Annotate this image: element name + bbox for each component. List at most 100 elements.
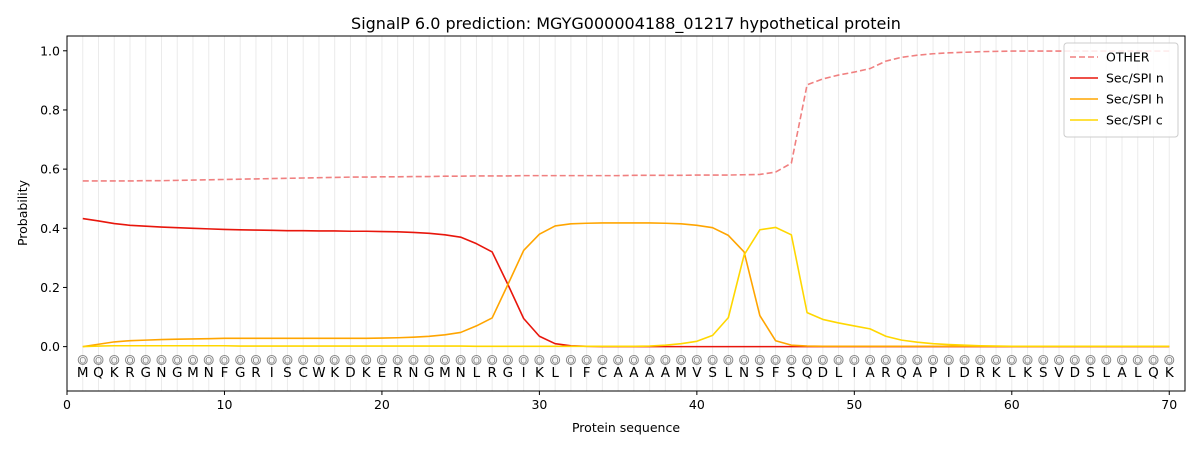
- region-marker: [817, 354, 828, 365]
- sequence-residue: R: [881, 365, 890, 381]
- region-marker: [361, 354, 372, 365]
- grid-lines: [82, 36, 1170, 391]
- sequence-residue: A: [645, 365, 655, 381]
- region-marker-label: O: [79, 356, 86, 366]
- sequence-residue: Q: [93, 365, 104, 381]
- region-marker: [376, 354, 387, 365]
- region-marker-label: O: [1118, 356, 1125, 366]
- region-marker: [424, 354, 435, 365]
- region-marker-label: O: [363, 356, 370, 366]
- region-marker-label: O: [930, 356, 937, 366]
- sequence-residue: A: [629, 365, 639, 381]
- region-marker-label: O: [772, 356, 779, 366]
- region-marker-label: O: [961, 356, 968, 366]
- region-marker: [880, 354, 891, 365]
- x-tick-label: 50: [846, 397, 862, 412]
- region-marker: [455, 354, 466, 365]
- series-line-other: [82, 50, 1170, 182]
- sequence-residue: G: [424, 365, 434, 381]
- region-marker-label: O: [489, 356, 496, 366]
- region-marker: [313, 354, 324, 365]
- region-marker-label: O: [615, 356, 622, 366]
- sequence-residue: R: [251, 365, 260, 381]
- region-marker: [345, 354, 356, 365]
- series-line-sec-spi-h: [82, 222, 1170, 348]
- region-marker-label: O: [1024, 356, 1031, 366]
- y-tick-label: 0.8: [40, 102, 60, 117]
- region-marker: [660, 354, 671, 365]
- region-marker: [991, 354, 1002, 365]
- region-marker-label: O: [992, 356, 999, 366]
- region-marker: [928, 354, 939, 365]
- x-axis-ticks: 0 10 20 30 40 50 60 70: [63, 391, 1177, 412]
- region-marker: [172, 354, 183, 365]
- legend-label: Sec/SPI h: [1106, 92, 1164, 107]
- sequence-residue: K: [535, 365, 545, 381]
- region-marker-label: O: [252, 356, 259, 366]
- region-marker-label: O: [378, 356, 385, 366]
- region-marker-label: O: [205, 356, 212, 366]
- region-marker-label: O: [174, 356, 181, 366]
- legend-label: Sec/SPI c: [1106, 113, 1163, 128]
- region-marker: [754, 354, 765, 365]
- sequence-residue: L: [1134, 365, 1142, 381]
- sequence-track: OMOQOKOROGONOGOMONOFOGOROIOSOCOWOKODOKOE…: [77, 354, 1175, 381]
- region-marker: [896, 354, 907, 365]
- region-marker: [502, 354, 513, 365]
- region-marker-label: O: [867, 356, 874, 366]
- region-marker-label: O: [709, 356, 716, 366]
- sequence-residue: K: [992, 365, 1002, 381]
- region-marker-label: O: [630, 356, 637, 366]
- region-marker: [250, 354, 261, 365]
- sequence-residue: G: [140, 365, 150, 381]
- sequence-residue: D: [1070, 365, 1080, 381]
- region-marker: [534, 354, 545, 365]
- region-marker-label: O: [898, 356, 905, 366]
- x-axis-label: Protein sequence: [572, 420, 680, 435]
- region-marker: [959, 354, 970, 365]
- region-marker: [565, 354, 576, 365]
- y-axis-ticks: 0.0 0.2 0.4 0.6 0.8 1.0: [40, 43, 67, 354]
- sequence-residue: A: [661, 365, 671, 381]
- region-marker: [329, 354, 340, 365]
- sequence-residue: S: [1086, 365, 1095, 381]
- region-marker: [392, 354, 403, 365]
- region-marker-label: O: [1071, 356, 1078, 366]
- sequence-residue: D: [818, 365, 828, 381]
- region-marker-label: O: [126, 356, 133, 366]
- region-marker: [1069, 354, 1080, 365]
- region-marker: [1148, 354, 1159, 365]
- region-marker: [739, 354, 750, 365]
- region-marker: [849, 354, 860, 365]
- sequence-residue: A: [614, 365, 624, 381]
- sequence-residue: R: [125, 365, 134, 381]
- series-line-sec-spi-n: [82, 217, 1170, 348]
- region-marker-label: O: [331, 356, 338, 366]
- region-marker-label: O: [646, 356, 653, 366]
- region-marker-label: O: [347, 356, 354, 366]
- region-marker: [707, 354, 718, 365]
- y-tick-label: 0.6: [40, 162, 60, 177]
- sequence-residue: C: [298, 365, 307, 381]
- x-tick-label: 0: [63, 397, 71, 412]
- region-marker: [833, 354, 844, 365]
- region-marker-label: O: [819, 356, 826, 366]
- region-marker-label: O: [457, 356, 464, 366]
- sequence-residue: Q: [802, 365, 813, 381]
- sequence-residue: S: [708, 365, 717, 381]
- region-marker: [487, 354, 498, 365]
- sequence-residue: S: [283, 365, 292, 381]
- region-marker-label: O: [693, 356, 700, 366]
- region-marker: [1038, 354, 1049, 365]
- sequence-residue: K: [1023, 365, 1033, 381]
- region-marker: [644, 354, 655, 365]
- region-marker: [1022, 354, 1033, 365]
- region-marker-label: O: [914, 356, 921, 366]
- sequence-residue: W: [312, 365, 325, 381]
- region-marker-label: O: [95, 356, 102, 366]
- region-marker: [802, 354, 813, 365]
- region-marker-label: O: [583, 356, 590, 366]
- region-marker: [865, 354, 876, 365]
- region-marker: [408, 354, 419, 365]
- region-marker-label: O: [410, 356, 417, 366]
